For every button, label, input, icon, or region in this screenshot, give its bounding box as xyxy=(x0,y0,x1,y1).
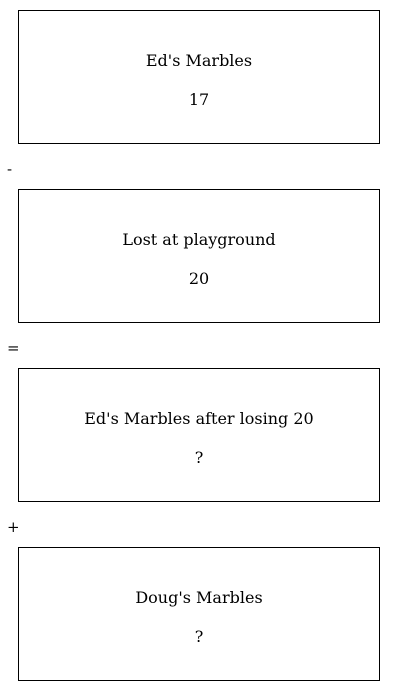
box-value: 17 xyxy=(188,90,210,109)
box-label: Ed's Marbles xyxy=(145,51,253,70)
eds-marbles-box: Ed's Marbles 17 xyxy=(18,10,380,144)
equals-operator: = xyxy=(7,339,20,357)
box-label: Ed's Marbles after losing 20 xyxy=(84,409,314,428)
eds-marbles-after-losing-box: Ed's Marbles after losing 20 ? xyxy=(18,368,380,502)
box-label: Lost at playground xyxy=(122,230,276,249)
box-value: ? xyxy=(194,448,204,467)
lost-at-playground-box: Lost at playground 20 xyxy=(18,189,380,323)
box-value: 20 xyxy=(188,269,210,288)
box-label: Doug's Marbles xyxy=(135,588,263,607)
box-value: ? xyxy=(194,627,204,646)
minus-operator: - xyxy=(7,160,13,178)
dougs-marbles-box: Doug's Marbles ? xyxy=(18,547,380,681)
plus-operator: + xyxy=(7,518,20,536)
